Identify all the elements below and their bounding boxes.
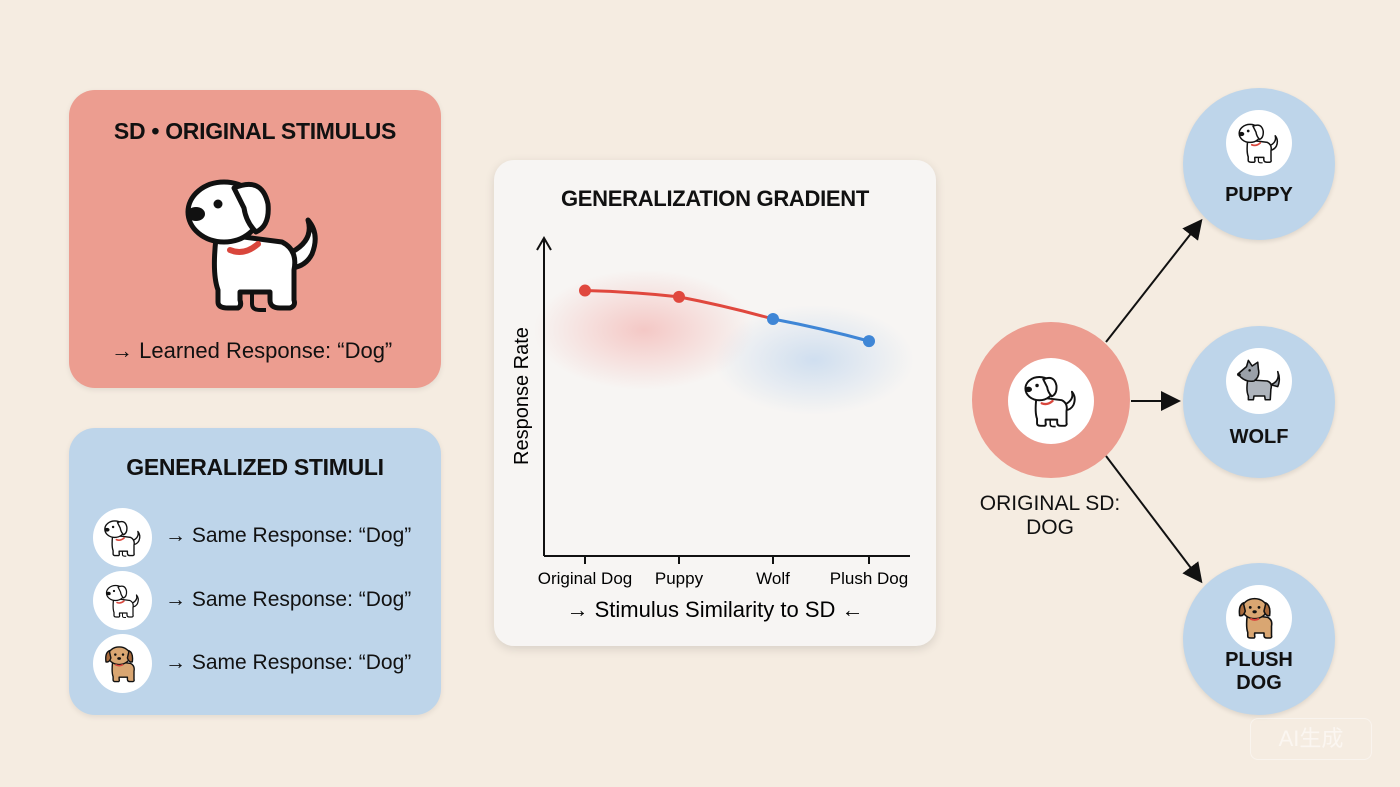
generalized-item-text-2: → Same Response: “Dog” bbox=[165, 588, 412, 611]
generalized-stimuli-card: GENERALIZED STIMULI → Same Response: “Do… bbox=[69, 428, 441, 715]
learned-response-text: → Learned Response: “Dog” bbox=[111, 338, 393, 363]
arrow-to-puppy bbox=[1105, 218, 1203, 343]
dog-icon bbox=[101, 518, 145, 558]
plush-dog-node: PLUSH DOG bbox=[1183, 563, 1335, 715]
ai-generated-watermark: AI生成 bbox=[1250, 718, 1372, 760]
x-tick-label: Plush Dog bbox=[830, 569, 908, 588]
x-tick-label: Puppy bbox=[655, 569, 704, 588]
chart-title: GENERALIZATION GRADIENT bbox=[560, 186, 870, 211]
y-axis-label: Response Rate bbox=[511, 327, 533, 465]
data-point bbox=[863, 335, 875, 348]
wolf-node: WOLF bbox=[1183, 326, 1335, 478]
generalized-item-icon-2 bbox=[93, 571, 152, 630]
plush-dog-icon bbox=[101, 644, 145, 684]
generalization-gradient-card: GENERALIZATION GRADIENT Original Dog Pupp… bbox=[494, 160, 936, 646]
data-point bbox=[767, 313, 779, 325]
original-stimulus-title: SD • ORIGINAL STIMULUS bbox=[113, 118, 397, 144]
plush-dog-node-label: PLUSH DOG bbox=[1183, 649, 1335, 695]
original-sd-label-line-1: ORIGINAL SD: bbox=[979, 492, 1121, 515]
generalized-item-text-3: → Same Response: “Dog” bbox=[165, 651, 412, 674]
wolf-icon bbox=[1234, 358, 1284, 404]
original-sd-label-line-2: DOG bbox=[1026, 516, 1074, 539]
dog-icon bbox=[1020, 373, 1082, 429]
puppy-node-label: PUPPY bbox=[1225, 184, 1293, 206]
generalized-item-text-1: → Same Response: “Dog” bbox=[165, 524, 412, 547]
puppy-icon bbox=[103, 583, 143, 619]
original-stimulus-card: SD • ORIGINAL STIMULUS → Learned Respons… bbox=[69, 90, 441, 388]
x-axis-label: → Stimulus Similarity to SD ← bbox=[566, 597, 863, 622]
dog-icon bbox=[174, 174, 334, 314]
series-line-segment bbox=[677, 295, 775, 321]
wolf-node-label: WOLF bbox=[1229, 426, 1289, 448]
puppy-node: PUPPY bbox=[1183, 88, 1335, 240]
x-tick-label: Original Dog bbox=[538, 569, 633, 588]
plush-dog-label-line-2: DOG bbox=[1236, 672, 1282, 694]
y-axis-arrow bbox=[536, 236, 552, 251]
plush-dog-icon bbox=[1234, 595, 1284, 641]
generalized-item-icon-1 bbox=[93, 508, 152, 567]
data-point bbox=[673, 290, 685, 303]
generalization-gradient-chart: Original Dog Puppy Wolf Plush Dog Response … bbox=[511, 236, 914, 622]
generalized-item-icon-3 bbox=[93, 634, 152, 693]
series-line-segment bbox=[583, 289, 681, 299]
data-point bbox=[579, 284, 591, 297]
generalized-stimuli-title: GENERALIZED STIMULI bbox=[126, 454, 384, 480]
plush-dog-label-line-1: PLUSH bbox=[1225, 649, 1293, 671]
puppy-icon bbox=[1235, 121, 1283, 165]
x-tick-label: Wolf bbox=[756, 569, 790, 588]
original-sd-label: ORIGINAL SD: DOG bbox=[960, 492, 1140, 540]
series-line-segment bbox=[771, 317, 871, 343]
original-sd-node bbox=[972, 322, 1130, 478]
